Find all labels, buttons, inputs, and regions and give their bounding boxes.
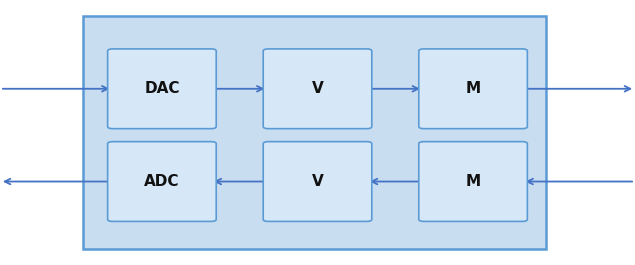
Text: V: V (312, 174, 323, 189)
FancyBboxPatch shape (83, 16, 546, 249)
FancyBboxPatch shape (419, 142, 528, 222)
FancyBboxPatch shape (419, 49, 528, 129)
Text: M: M (465, 81, 481, 96)
Text: ADC: ADC (144, 174, 180, 189)
FancyBboxPatch shape (263, 142, 371, 222)
FancyBboxPatch shape (263, 49, 371, 129)
Text: DAC: DAC (144, 81, 180, 96)
FancyBboxPatch shape (107, 49, 216, 129)
Text: M: M (465, 174, 481, 189)
Text: V: V (312, 81, 323, 96)
FancyBboxPatch shape (107, 142, 216, 222)
